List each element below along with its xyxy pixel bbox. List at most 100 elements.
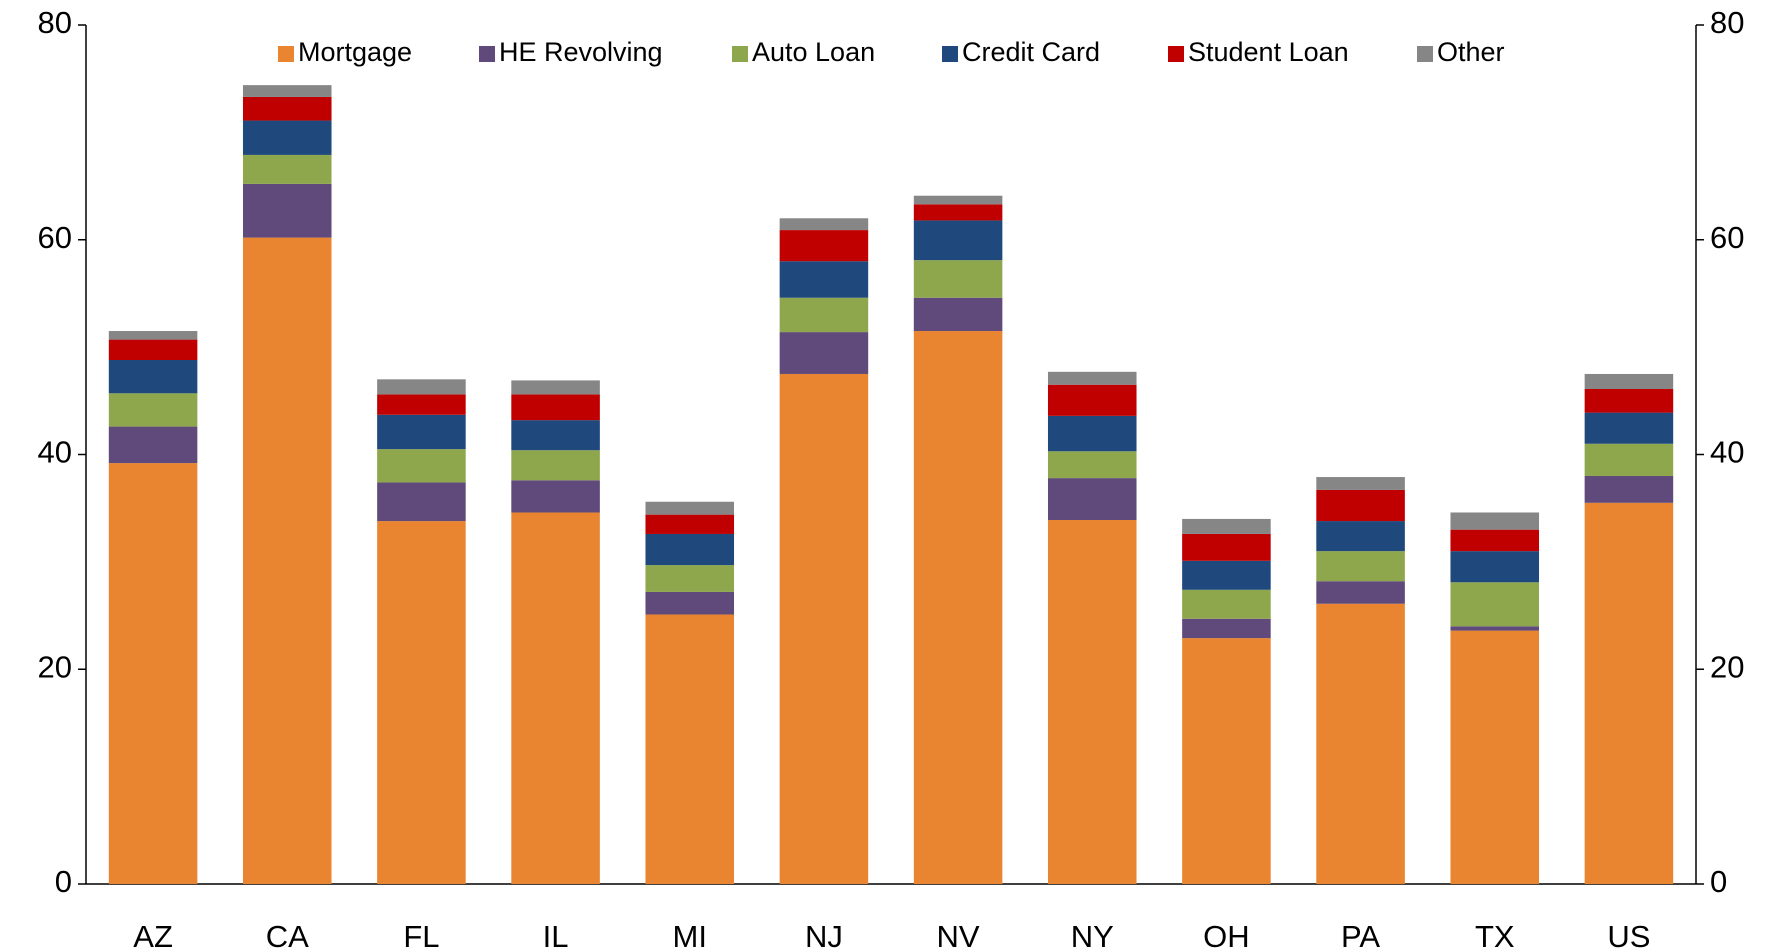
y-tick-label: 20	[38, 649, 72, 684]
bar-segment	[511, 512, 600, 884]
bar-segment	[645, 533, 735, 566]
x-tick-label: CA	[266, 919, 309, 951]
bar-segment	[1182, 533, 1271, 561]
x-tick-label: FL	[403, 919, 439, 951]
bar-segment	[645, 614, 735, 884]
bar-segment	[1047, 451, 1137, 479]
legend-swatch	[479, 46, 495, 62]
y2-tick-label: 60	[1710, 220, 1744, 255]
legend-label: Student Loan	[1188, 37, 1349, 67]
bar-segment	[1182, 618, 1271, 639]
bar-segment	[1450, 582, 1540, 627]
x-tick-label: NY	[1071, 919, 1114, 951]
bar-segment	[1584, 502, 1674, 884]
bar-segment	[377, 449, 466, 483]
bar-segment	[913, 204, 1003, 221]
legend-label: Other	[1437, 37, 1505, 67]
legend-swatch	[278, 46, 294, 62]
bar-segment	[1584, 475, 1674, 503]
bar-segment	[913, 331, 1003, 884]
bar-segment	[913, 297, 1003, 332]
bar-segment	[242, 120, 332, 155]
bar-segment	[1584, 412, 1674, 444]
bar-segment	[1047, 415, 1137, 452]
y2-tick-label: 40	[1710, 435, 1744, 470]
x-tick-label: NV	[937, 919, 980, 951]
x-tick-label: PA	[1341, 919, 1380, 951]
bar-segment	[1584, 389, 1674, 413]
bar-segment	[242, 237, 332, 885]
bar-segment	[108, 360, 198, 394]
bar-segment	[645, 501, 735, 515]
legend-label: Auto Loan	[752, 37, 875, 67]
bar-segment	[1182, 518, 1271, 534]
y2-tick-label: 20	[1710, 649, 1744, 684]
bar-segment	[511, 380, 600, 395]
bar-segment	[1584, 373, 1674, 390]
legend-swatch	[1417, 46, 1433, 62]
bar-segment	[1182, 638, 1271, 884]
y-tick-label: 60	[38, 220, 72, 255]
x-tick-label: NJ	[805, 919, 843, 951]
bar-segment	[1316, 603, 1405, 884]
bar-segment	[1182, 589, 1271, 619]
bar-segment	[511, 450, 600, 481]
bar-segment	[913, 260, 1003, 298]
bar-segment	[1182, 560, 1271, 590]
bar-segment	[1047, 478, 1137, 520]
bar-segment	[645, 514, 735, 534]
legend-label: Mortgage	[298, 37, 412, 67]
bar-segment	[108, 339, 198, 361]
bar-segment	[1450, 529, 1540, 552]
bar-segment	[1316, 489, 1405, 522]
x-tick-label: IL	[543, 919, 569, 951]
x-tick-label: US	[1607, 919, 1650, 951]
bar-segment	[1450, 626, 1540, 631]
x-tick-label: OH	[1203, 919, 1250, 951]
bar-segment	[511, 394, 600, 421]
bar-segment	[1316, 581, 1405, 604]
x-tick-label: TX	[1475, 919, 1515, 951]
bar-segment	[1047, 371, 1137, 385]
legend-label: Credit Card	[962, 37, 1100, 67]
bar-segment	[913, 220, 1003, 261]
bar-segment	[779, 230, 869, 262]
bar-segment	[1047, 384, 1137, 416]
x-tick-label: MI	[673, 919, 707, 951]
y-tick-label: 40	[38, 435, 72, 470]
bar-segment	[242, 85, 332, 97]
y-tick-label: 0	[55, 864, 72, 899]
bar-segment	[779, 218, 869, 231]
bar-segment	[779, 373, 869, 884]
bar-segment	[1316, 521, 1405, 552]
bar-segment	[1450, 551, 1540, 583]
legend-swatch	[1168, 46, 1184, 62]
bar-segment	[377, 414, 466, 450]
y-tick-label: 80	[38, 5, 72, 40]
bar-segment	[242, 154, 332, 184]
bar-segment	[377, 521, 466, 884]
bar-segment	[377, 394, 466, 415]
bar-segment	[108, 331, 198, 340]
x-tick-label: AZ	[133, 919, 173, 951]
bar-segment	[779, 332, 869, 374]
bar-segment	[1316, 551, 1405, 582]
legend-label: HE Revolving	[499, 37, 663, 67]
bar-segment	[1450, 512, 1540, 530]
bar-segment	[377, 379, 466, 395]
bar-segment	[779, 261, 869, 298]
y2-tick-label: 0	[1710, 864, 1727, 899]
bar-segment	[511, 480, 600, 513]
legend-swatch	[732, 46, 748, 62]
bar-segment	[1450, 630, 1540, 884]
bar-segment	[242, 183, 332, 238]
bar-segment	[108, 463, 198, 884]
bar-segment	[1316, 477, 1405, 490]
bar-segment	[1584, 443, 1674, 476]
bar-segment	[377, 482, 466, 522]
y2-tick-label: 80	[1710, 5, 1744, 40]
bar-segment	[108, 393, 198, 427]
bar-segment	[779, 297, 869, 333]
bar-segment	[645, 565, 735, 592]
